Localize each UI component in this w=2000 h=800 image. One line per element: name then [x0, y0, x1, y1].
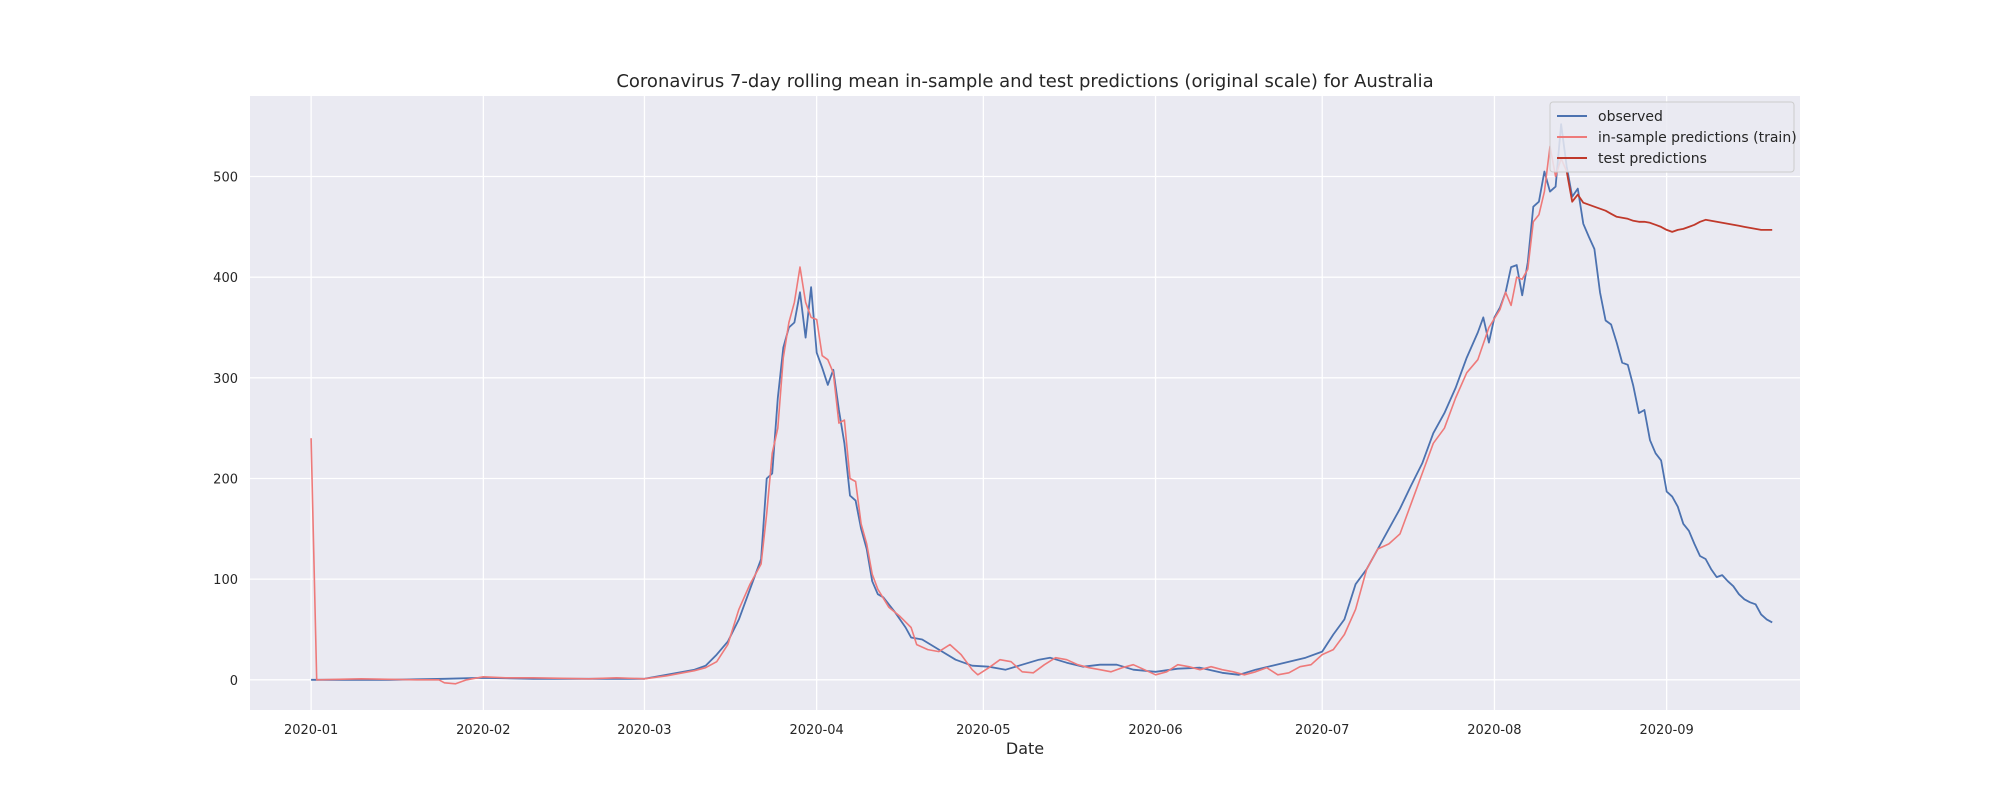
in-sample-predictions-line: [310, 145, 1568, 685]
legend-label-observed: observed: [1598, 109, 1663, 125]
x-tick-label: 2020-04: [790, 723, 844, 738]
legend-label-test-predictions: test predictions: [1598, 151, 1707, 167]
chart-title: Coronavirus 7-day rolling mean in-sample…: [616, 71, 1433, 92]
plot-background: [250, 96, 1800, 710]
test-predictions-line: [1565, 171, 1773, 233]
legend-label-in-sample: in-sample predictions (train): [1598, 130, 1797, 146]
legend: observed in-sample predictions (train) t…: [1549, 101, 1797, 173]
x-tick-label: 2020-03: [617, 723, 671, 738]
observed-line: [311, 123, 1773, 681]
x-tick-label: 2020-08: [1467, 723, 1521, 738]
x-axis-title: Date: [1006, 739, 1044, 758]
legend-box: [1549, 101, 1795, 173]
x-tick-label: 2020-01: [284, 723, 338, 738]
x-tick-label: 2020-07: [1295, 723, 1349, 738]
x-tick-label: 2020-02: [456, 723, 510, 738]
y-tick-label: 100: [213, 573, 238, 588]
gridlines: [250, 96, 1800, 710]
tick-labels: 2020-01 2020-02 2020-03 2020-04 2020-05 2020-…: [213, 171, 1694, 738]
y-tick-label: 200: [213, 472, 238, 487]
y-tick-label: 0: [230, 674, 238, 689]
x-tick-label: 2020-09: [1640, 723, 1694, 738]
y-tick-label: 400: [213, 271, 238, 286]
x-tick-label: 2020-05: [956, 723, 1010, 738]
series-lines: [310, 123, 1773, 685]
x-tick-label: 2020-06: [1128, 723, 1182, 738]
y-tick-label: 300: [213, 372, 238, 387]
y-tick-label: 500: [213, 171, 238, 186]
